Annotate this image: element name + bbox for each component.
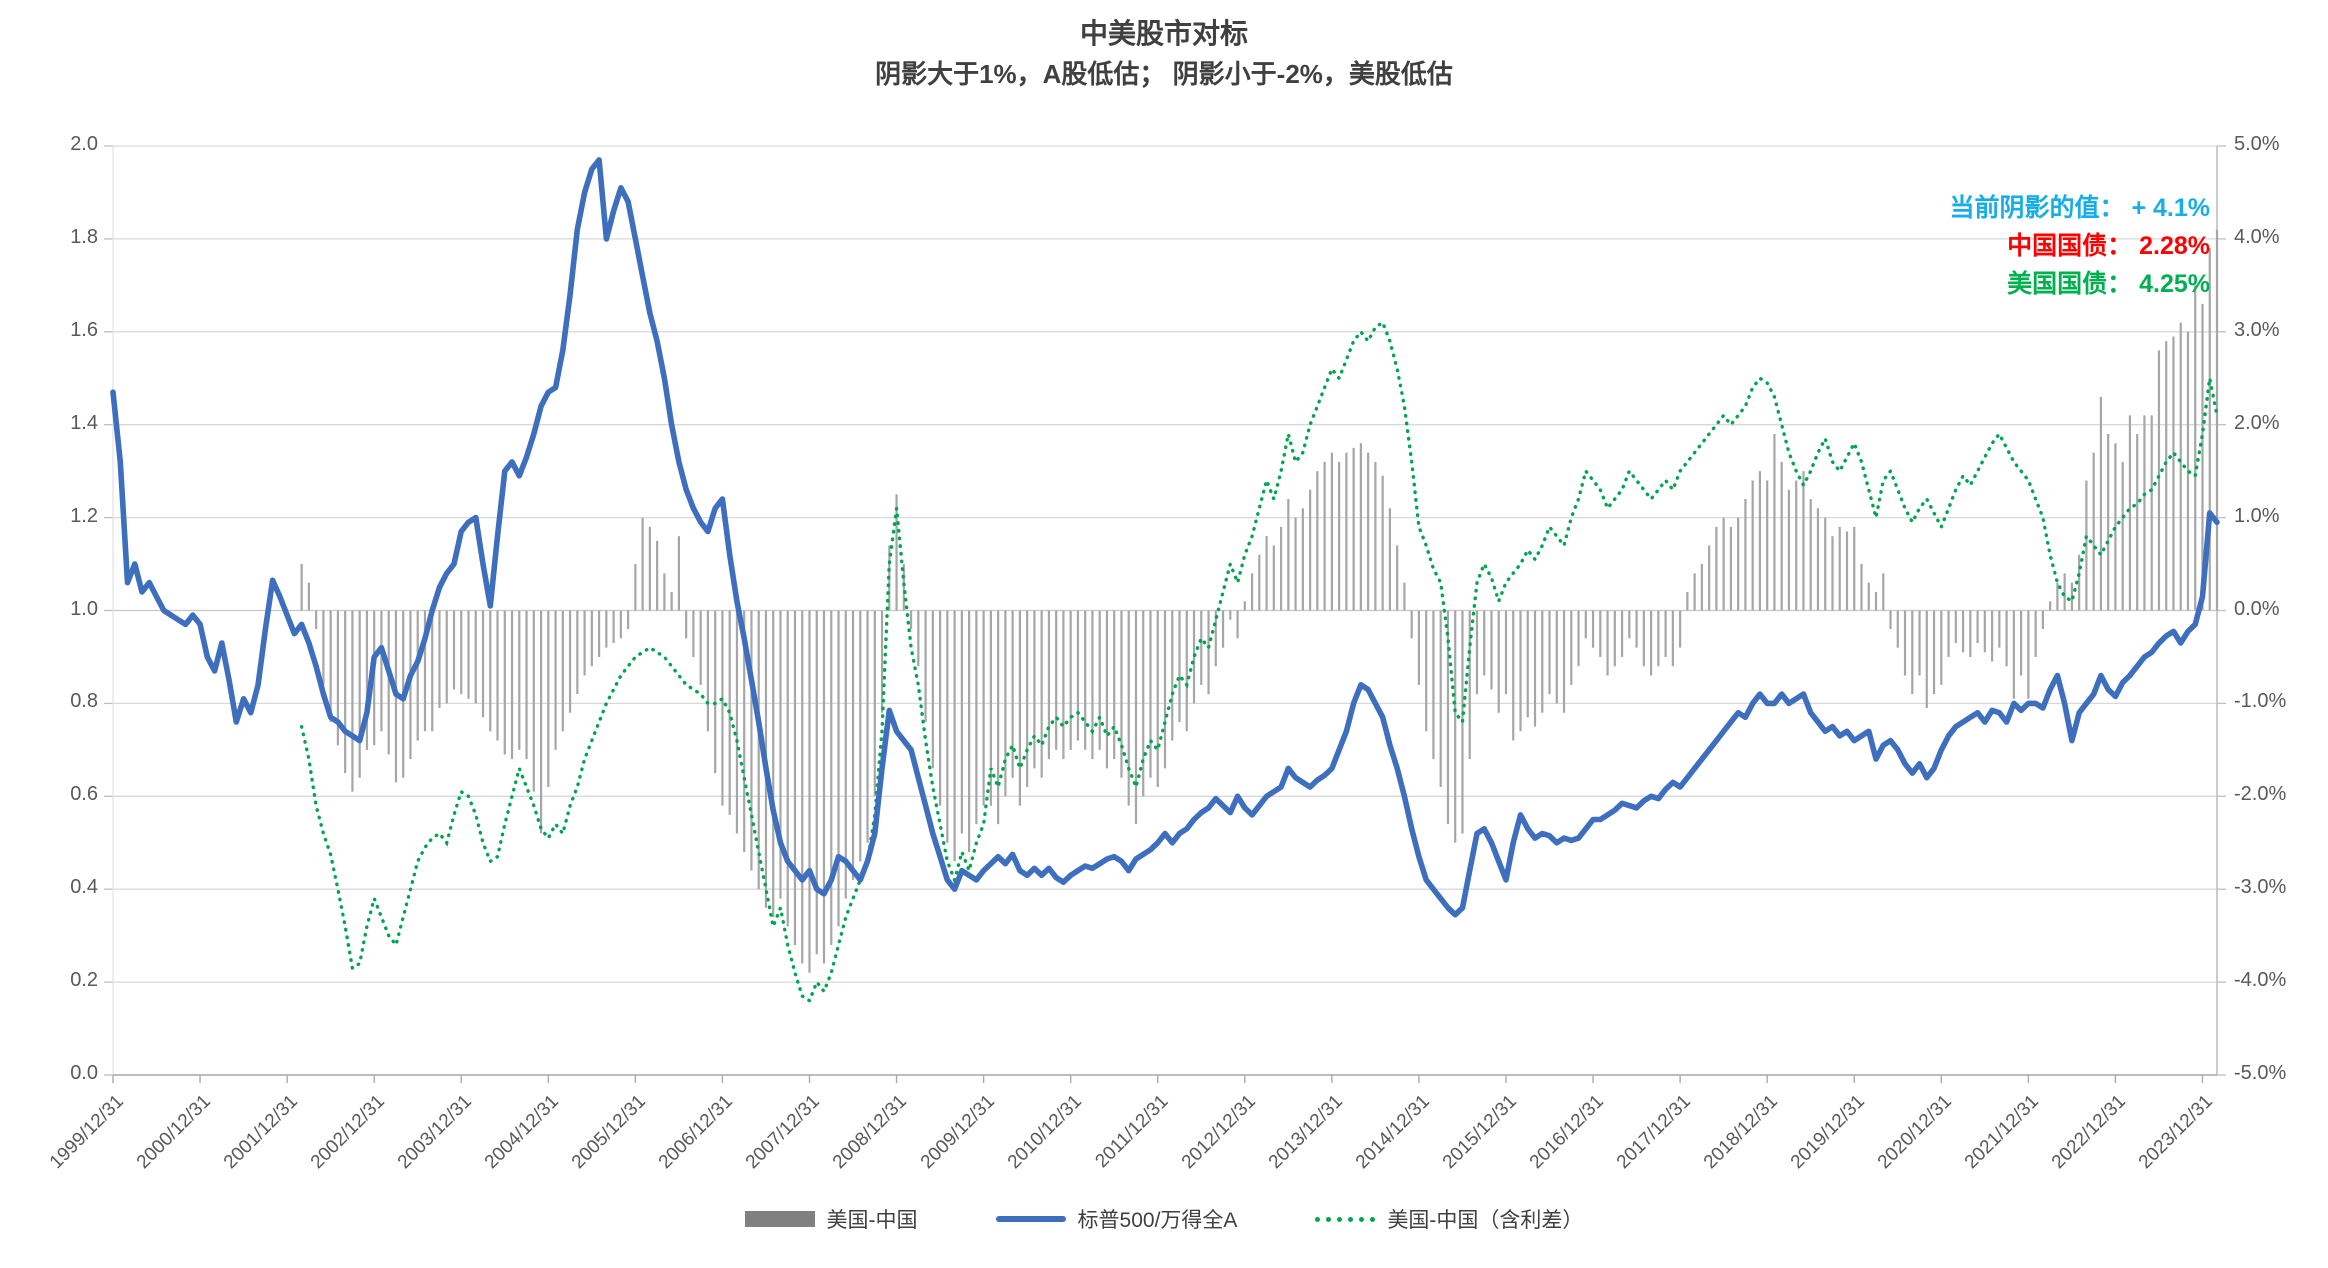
left-axis-tick-label: 0.0 [70, 1062, 98, 1084]
left-axis-tick-label: 0.2 [70, 969, 98, 992]
left-axis-tick-label: 2.0 [70, 133, 98, 155]
annotation-current-shadow: 当前阴影的值： + 4.1% [1949, 194, 2210, 222]
legend-item-spx-over-winda: 标普500/万得全A [995, 1204, 1238, 1234]
legend-item-us-minus-china: 美国-中国 [744, 1204, 918, 1234]
chart-legend: 美国-中国 标普500/万得全A 美国-中国（含利差） [0, 1204, 2328, 1234]
right-axis-tick-label: -5.0% [2234, 1062, 2287, 1084]
right-axis-tick-label: 2.0% [2234, 411, 2280, 434]
left-axis-tick-label: 1.8 [70, 225, 98, 248]
gray-bar-swatch-icon [744, 1211, 815, 1227]
right-axis-tick-label: 5.0% [2234, 133, 2280, 155]
left-axis-tick-label: 1.6 [70, 318, 98, 341]
legend-item-us-minus-china-with-carry: 美国-中国（含利差） [1315, 1204, 1583, 1234]
left-axis-tick-label: 0.6 [70, 783, 98, 806]
right-axis-tick-label: 4.0% [2234, 225, 2280, 248]
annotation-china-bond: 中国国债： 2.28% [2007, 232, 2210, 260]
legend-label: 美国-中国 [826, 1209, 918, 1232]
blue-line-swatch-icon [995, 1216, 1066, 1222]
legend-label: 美国-中国（含利差） [1387, 1209, 1584, 1232]
right-axis-tick-label: 1.0% [2234, 504, 2280, 527]
page-title: 中美股市对标 [1079, 18, 1248, 49]
right-axis-tick-label: 0.0% [2234, 597, 2280, 620]
chart-title-block: 中美股市对标 阴影大于1%，A股低估； 阴影小于-2%，美股低估 [0, 14, 2328, 94]
right-axis-tick-label: 3.0% [2234, 318, 2280, 341]
right-axis-tick-label: -3.0% [2234, 876, 2287, 899]
legend-label: 标普500/万得全A [1077, 1209, 1238, 1232]
left-axis-tick-label: 1.2 [70, 504, 98, 527]
left-axis-tick-label: 0.8 [70, 690, 98, 713]
right-axis-tick-label: -2.0% [2234, 783, 2287, 806]
left-axis-tick-label: 0.4 [70, 876, 98, 899]
page-subtitle: 阴影大于1%，A股低估； 阴影小于-2%，美股低估 [875, 59, 1453, 89]
left-axis-tick-label: 1.0 [70, 597, 98, 620]
left-axis-tick-label: 1.4 [70, 411, 98, 434]
annotation-us-bond: 美国国债： 4.25% [2007, 270, 2210, 298]
right-axis-tick-label: -1.0% [2234, 690, 2287, 713]
green-dotted-swatch-icon [1315, 1216, 1376, 1222]
right-axis-tick-label: -4.0% [2234, 969, 2287, 992]
